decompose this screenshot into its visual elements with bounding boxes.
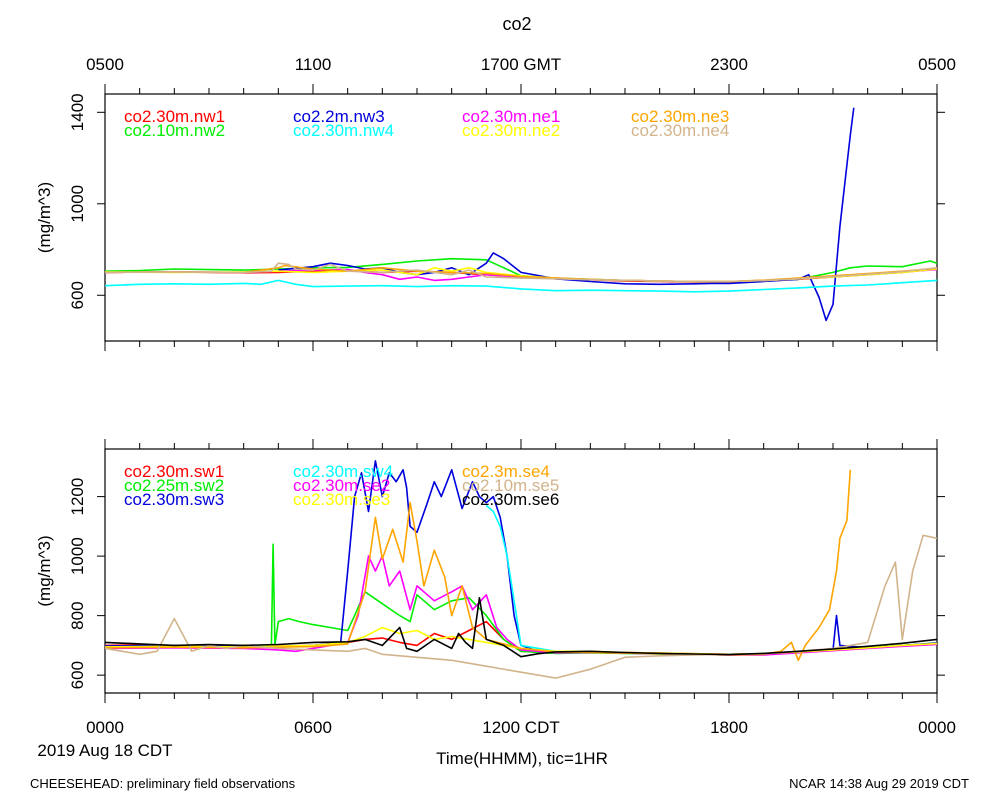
series-line-co2-3m-se4: [105, 469, 852, 662]
y-tick-label: 800: [68, 601, 87, 629]
footer-left: CHEESEHEAD: preliminary field observatio…: [30, 776, 296, 791]
legend-entry: co2.30m.se2: [293, 476, 390, 495]
x-axis-label: Time(HHMM), tic=1HR: [436, 749, 608, 768]
legend-entry: co2.30m.se3: [293, 490, 390, 509]
series-line-co2-30m-sw4: [485, 504, 556, 653]
series-lines: [105, 460, 937, 679]
cdt-tick-label: 0000: [918, 718, 956, 737]
legend-entry: co2.2m.nw3: [293, 107, 385, 126]
legend-entry: co2.30m.ne1: [462, 107, 560, 126]
cdt-axis-labels: 0000 0600 1200 CDT 1800 0000: [86, 718, 956, 737]
panel-top: 600 1000 1400 (mg/m^3) co2.30m.nw1co2.10m.nw…: [35, 84, 945, 351]
series-lines: [105, 107, 937, 322]
series-line-co2-10m-se5: [105, 534, 937, 679]
series-line-co2-30m-se2: [105, 555, 937, 656]
series-line-co2-30m-se6: [105, 597, 937, 658]
legend-entry: co2.30m.nw4: [293, 121, 394, 140]
legend-entry: co2.30m.sw4: [293, 462, 393, 481]
gmt-tick-label: 0500: [918, 55, 956, 74]
date-label: 2019 Aug 18 CDT: [37, 741, 172, 760]
y-tick-label: 600: [68, 281, 87, 309]
legend-entry: co2.3m.se4: [462, 462, 550, 481]
series-line-co2-30m-ne4: [105, 262, 937, 283]
footer-right: NCAR 14:38 Aug 29 2019 CDT: [789, 776, 969, 791]
series-line-co2-25m-sw2: [105, 543, 937, 656]
legend-entry: co2.30m.sw3: [124, 490, 224, 509]
y-tick-label: 1000: [68, 185, 87, 223]
gmt-tick-label: 1700 GMT: [481, 55, 561, 74]
cdt-tick-label: 0000: [86, 718, 124, 737]
y-axis-label: (mg/m^3): [35, 182, 54, 253]
cdt-tick-label: 1800: [710, 718, 748, 737]
legend-entry: co2.10m.se5: [462, 476, 559, 495]
legend-entry: co2.30m.nw1: [124, 107, 225, 126]
gmt-tick-label: 0500: [86, 55, 124, 74]
y-tick-label: 600: [68, 661, 87, 689]
legend-entry: co2.30m.ne4: [631, 121, 729, 140]
legend-entry: co2.10m.nw2: [124, 121, 225, 140]
legend-entry: co2.30m.ne3: [631, 107, 729, 126]
y-tick-label: 1200: [68, 478, 87, 516]
gmt-axis-labels: 0500 1100 1700 GMT 2300 0500: [86, 55, 956, 74]
y-tick-label: 1400: [68, 93, 87, 131]
legend-entry: co2.30m.se6: [462, 490, 559, 509]
cdt-tick-label: 0600: [294, 718, 332, 737]
legend-entry: co2.30m.sw1: [124, 462, 224, 481]
legend-entry: co2.25m.sw2: [124, 476, 224, 495]
cdt-tick-label: 1200 CDT: [482, 718, 559, 737]
series-line-co2-30m-nw4: [105, 279, 937, 293]
gmt-tick-label: 2300: [710, 55, 748, 74]
gmt-tick-label: 1100: [295, 55, 332, 74]
panel-bottom: 600 800 1000 1200 (mg/m^3) co2.30m.sw1co2.25m…: [35, 439, 945, 703]
legend-entry: co2.30m.ne2: [462, 121, 560, 140]
chart-title: co2: [502, 14, 531, 34]
y-tick-label: 1000: [68, 537, 87, 575]
y-axis-label: (mg/m^3): [35, 535, 54, 606]
